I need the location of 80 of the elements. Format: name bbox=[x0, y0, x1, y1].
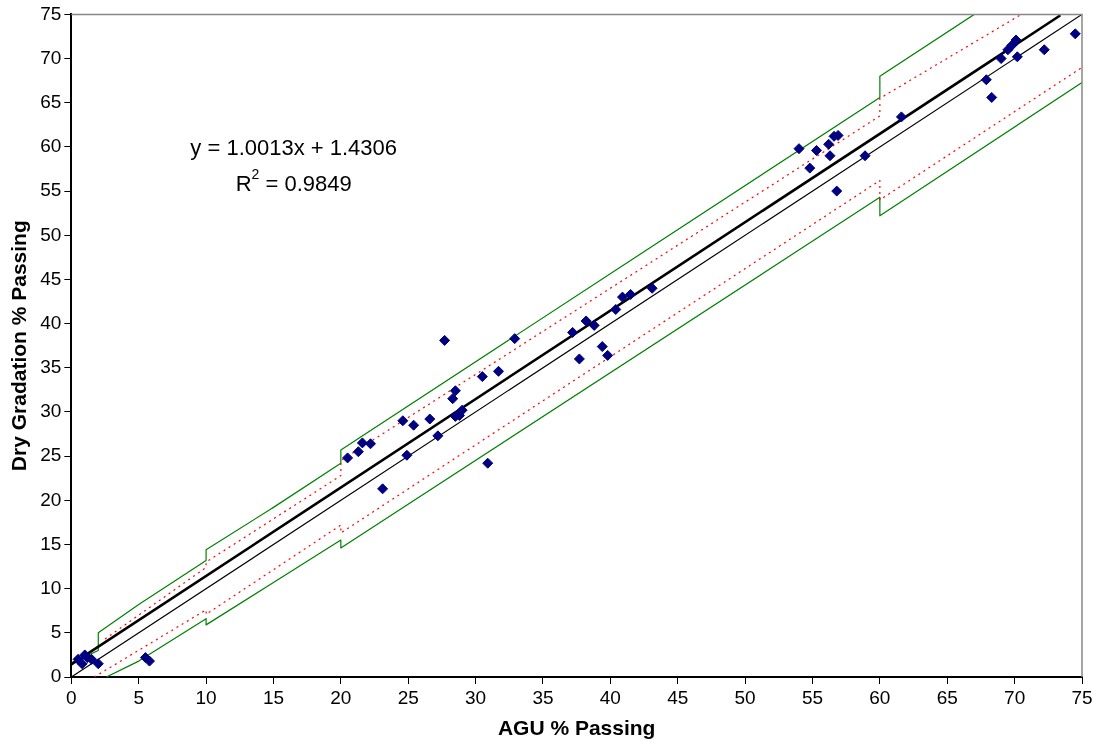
point bbox=[646, 282, 658, 294]
y-tick-label: 40 bbox=[40, 311, 62, 333]
point bbox=[804, 162, 816, 174]
point bbox=[76, 658, 88, 670]
annotation: y = 1.0013x + 1.4306 bbox=[190, 135, 398, 161]
y-tick-label: 65 bbox=[40, 90, 62, 112]
point bbox=[1010, 34, 1022, 46]
point bbox=[447, 393, 459, 405]
point bbox=[895, 111, 907, 123]
x-tick-label: 60 bbox=[869, 686, 891, 708]
point bbox=[859, 150, 871, 162]
point bbox=[1038, 44, 1050, 56]
point bbox=[342, 452, 354, 464]
y-tick-label: 60 bbox=[40, 135, 62, 157]
y-tick-label: 10 bbox=[40, 576, 62, 598]
point bbox=[449, 385, 461, 397]
point bbox=[610, 303, 622, 315]
point bbox=[625, 288, 637, 300]
x-tick-label: 55 bbox=[801, 686, 824, 708]
point bbox=[356, 437, 368, 449]
point bbox=[476, 371, 488, 383]
point bbox=[602, 349, 614, 361]
point bbox=[588, 319, 600, 331]
x-tick-label: 0 bbox=[66, 686, 77, 708]
x-tick-label: 65 bbox=[936, 686, 958, 708]
y-tick-label: 35 bbox=[40, 356, 62, 378]
x-axis-title: AGU % Passing bbox=[497, 716, 656, 740]
point bbox=[831, 185, 843, 197]
x-tick-label: 45 bbox=[667, 686, 689, 708]
point bbox=[580, 315, 592, 327]
y-tick-label: 30 bbox=[40, 400, 62, 422]
x-tick-label: 40 bbox=[599, 686, 621, 708]
point bbox=[377, 483, 389, 495]
point bbox=[824, 150, 836, 162]
point bbox=[493, 365, 505, 377]
x-tick-label: 50 bbox=[734, 686, 756, 708]
point bbox=[1006, 39, 1018, 51]
x-tick-label: 10 bbox=[195, 686, 217, 708]
y-tick-label: 50 bbox=[40, 223, 62, 245]
point bbox=[143, 655, 155, 667]
y-tick-label: 70 bbox=[40, 46, 62, 68]
point bbox=[482, 457, 494, 469]
x-tick-label: 20 bbox=[330, 686, 352, 708]
x-tick-label: 35 bbox=[532, 686, 554, 708]
point bbox=[509, 333, 521, 345]
point bbox=[1069, 28, 1081, 40]
point bbox=[397, 415, 409, 427]
point bbox=[573, 353, 585, 365]
y-tick-label: 75 bbox=[40, 2, 62, 24]
point bbox=[424, 413, 436, 425]
y-axis-title: Dry Gradation % Passing bbox=[7, 220, 31, 472]
y-tick-label: 5 bbox=[50, 621, 62, 643]
y-tick-label: 45 bbox=[40, 267, 62, 289]
x-tick-label: 5 bbox=[133, 686, 144, 708]
y-tick-label: 15 bbox=[40, 532, 62, 554]
point bbox=[432, 430, 444, 442]
point bbox=[92, 658, 104, 670]
point bbox=[401, 449, 413, 461]
point bbox=[986, 91, 998, 103]
point bbox=[823, 138, 835, 150]
y-tick-label: 20 bbox=[40, 488, 62, 510]
y-tick-label: 25 bbox=[40, 444, 62, 466]
point bbox=[616, 291, 628, 303]
x-tick-label: 30 bbox=[465, 686, 487, 708]
x-tick-label: 25 bbox=[397, 686, 419, 708]
point bbox=[980, 74, 992, 86]
point bbox=[567, 326, 579, 338]
point bbox=[439, 334, 451, 346]
point bbox=[408, 419, 420, 431]
point bbox=[596, 341, 608, 353]
x-tick-label: 75 bbox=[1071, 686, 1093, 708]
point bbox=[352, 446, 364, 458]
y-tick-label: 55 bbox=[40, 179, 62, 201]
point bbox=[1011, 51, 1023, 63]
point bbox=[995, 53, 1007, 65]
x-tick-label: 70 bbox=[1004, 686, 1026, 708]
x-tick-label: 15 bbox=[262, 686, 285, 708]
point bbox=[793, 143, 805, 155]
y-tick-label: 0 bbox=[50, 665, 62, 687]
point bbox=[811, 144, 823, 156]
